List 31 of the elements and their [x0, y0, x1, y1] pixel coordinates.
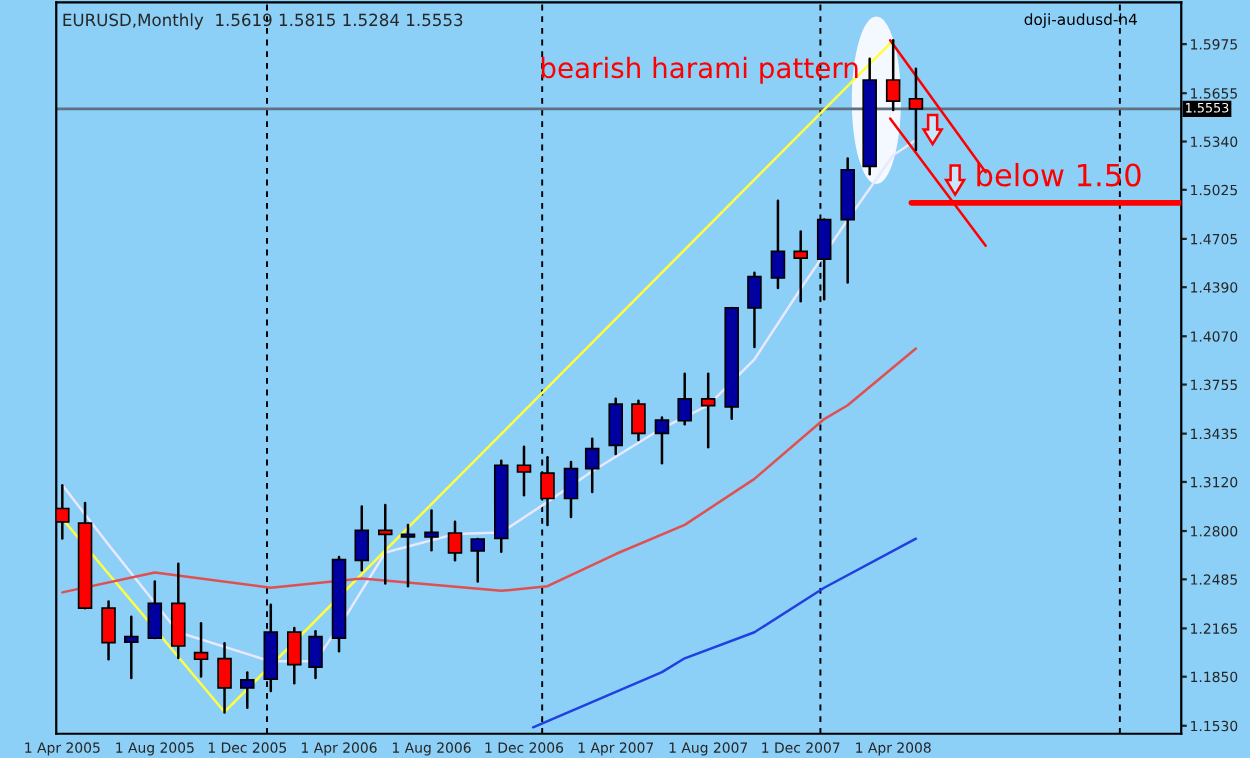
- candlestick: [447, 520, 463, 562]
- candlestick: [193, 622, 209, 678]
- candlestick: [700, 372, 716, 449]
- line-series: [531, 537, 918, 729]
- candlestick: [654, 416, 670, 465]
- candlestick: [124, 615, 139, 680]
- candlestick: [400, 523, 416, 588]
- candlestick: [171, 562, 186, 660]
- candlestick: [424, 509, 439, 552]
- line-series: [61, 347, 918, 594]
- candlestick: [770, 199, 786, 290]
- candlestick: [377, 503, 393, 585]
- annotation: below 1.50: [977, 162, 1141, 187]
- candlestick: [217, 642, 232, 714]
- candlestick: [470, 537, 486, 583]
- candlestick: [287, 626, 302, 685]
- candlestick: [793, 230, 808, 303]
- candlestick: [584, 437, 600, 494]
- annotation: bearish harami pattern: [541, 56, 858, 84]
- candlestick: [240, 671, 255, 710]
- text: EURUSD,Monthly 1.5619 1.5815 1.5284 1.5553: [63, 13, 463, 30]
- candlestick: [631, 399, 646, 442]
- candlestick: [608, 397, 623, 456]
- candlestick: [354, 505, 370, 572]
- candlestick: [516, 445, 532, 497]
- candlestick: [308, 630, 323, 680]
- candlestick: [677, 372, 692, 426]
- candlestick: [563, 460, 579, 519]
- candlestick: [147, 580, 163, 640]
- candlestick: [747, 271, 762, 349]
- candlestick: [101, 600, 116, 661]
